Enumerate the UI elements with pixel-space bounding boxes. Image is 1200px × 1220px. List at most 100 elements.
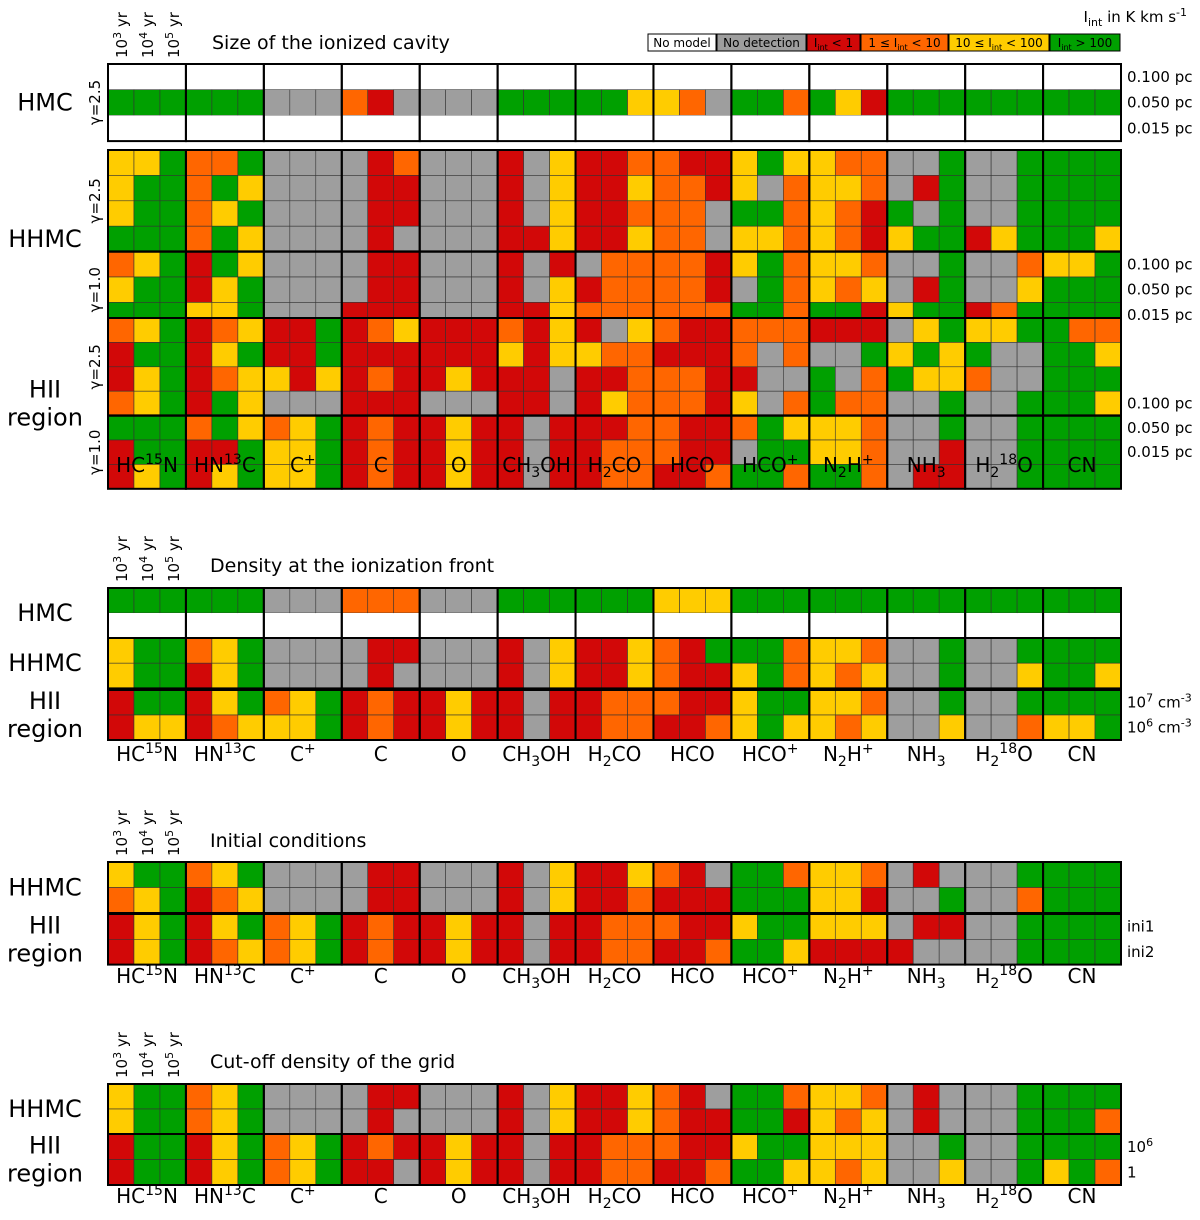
heatmap-cell — [912, 887, 940, 914]
heatmap-cell — [211, 115, 238, 142]
heatmap-cell — [315, 64, 342, 90]
block-border — [1042, 637, 1122, 690]
heatmap-cell — [419, 637, 446, 664]
heatmap-cell — [523, 342, 550, 368]
heatmap-cell — [809, 1108, 836, 1135]
heatmap-cell — [887, 613, 914, 638]
heatmap-cell — [445, 390, 472, 416]
heatmap-cell — [393, 464, 420, 490]
heatmap-cell — [237, 1133, 265, 1160]
heatmap-cell — [107, 317, 135, 343]
heatmap-cell — [938, 1133, 966, 1160]
heatmap-cell — [523, 861, 550, 888]
heatmap-cell — [860, 938, 888, 965]
heatmap-cell — [523, 1108, 550, 1135]
heatmap-cell — [523, 251, 550, 278]
block-border — [1042, 689, 1122, 741]
heatmap-cell — [497, 200, 524, 227]
group-hhmc: HHMC — [8, 637, 1122, 690]
heatmap-cell — [965, 64, 992, 90]
heatmap-cell — [575, 89, 602, 116]
molecule-label-hc15n: HC15N — [116, 452, 178, 477]
heatmap-cell — [731, 342, 758, 368]
heatmap-cell — [445, 115, 472, 142]
heatmap-cell — [860, 662, 888, 689]
heatmap-cell — [107, 390, 135, 416]
heatmap-cell — [315, 251, 343, 278]
heatmap-cell — [912, 1159, 940, 1186]
heatmap-cell — [705, 1133, 732, 1160]
heatmap-cell — [1068, 1159, 1096, 1186]
heatmap-cell — [523, 662, 550, 689]
heatmap-cell — [601, 64, 628, 90]
heatmap-cell — [913, 64, 940, 90]
heatmap-cell — [289, 317, 317, 343]
heatmap-cell — [523, 464, 550, 490]
heatmap-cell — [237, 276, 265, 303]
heatmap-cell — [575, 225, 602, 252]
heatmap-cell — [133, 689, 161, 716]
heatmap-cell — [497, 637, 524, 664]
heatmap-cell — [1094, 251, 1122, 278]
heatmap-cell — [341, 64, 368, 90]
row-label: 0.050 pc — [1127, 281, 1192, 299]
heatmap-cell — [990, 637, 1018, 664]
heatmap-cell — [938, 342, 966, 368]
heatmap-cell — [601, 1083, 628, 1110]
heatmap-cell — [523, 175, 550, 202]
heatmap-cell — [886, 1133, 914, 1160]
heatmap-cell — [185, 317, 213, 343]
heatmap-cell — [705, 276, 732, 303]
heatmap-cell — [990, 1133, 1018, 1160]
heatmap-cell — [1094, 149, 1122, 176]
heatmap-cell — [523, 637, 550, 664]
heatmap-cell — [237, 89, 265, 116]
heatmap-cell — [211, 587, 239, 614]
heatmap-cell — [783, 1133, 810, 1160]
heatmap-cell — [393, 89, 420, 116]
heatmap-cell — [938, 662, 966, 689]
heatmap-cell — [419, 390, 446, 416]
heatmap-cell — [912, 225, 940, 252]
heatmap-cell — [471, 689, 498, 716]
heatmap-cell — [860, 714, 888, 741]
heatmap-cell — [211, 714, 239, 741]
molecule-label-nh3: NH3​ — [907, 453, 946, 481]
heatmap-cell — [653, 64, 680, 90]
heatmap-cell — [886, 1108, 914, 1135]
heatmap-cell — [237, 861, 265, 888]
heatmap-cell — [731, 714, 758, 741]
heatmap-cell — [653, 613, 680, 638]
heatmap-cell — [471, 1083, 498, 1110]
heatmap-cell — [757, 1083, 784, 1110]
heatmap-cell — [990, 938, 1018, 965]
heatmap-cell — [912, 342, 940, 368]
heatmap-cell — [497, 689, 524, 716]
heatmap-cell — [471, 366, 498, 392]
row-label: 107 cm-3​ — [1127, 692, 1192, 712]
heatmap-cell — [679, 587, 706, 614]
heatmap-cell — [445, 225, 472, 252]
heatmap-cell — [133, 662, 161, 689]
heatmap-cell — [211, 662, 239, 689]
heatmap-cell — [107, 1083, 135, 1110]
heatmap-cell — [964, 1159, 992, 1186]
heatmap-cell — [419, 89, 446, 116]
row-label: 106 cm-3​ — [1127, 717, 1192, 737]
heatmap-cell — [133, 366, 161, 392]
heatmap-cell — [341, 175, 369, 202]
heatmap-cell — [860, 1083, 888, 1110]
heatmap-cell — [809, 175, 836, 202]
heatmap-cell — [627, 938, 654, 965]
heatmap-cell — [1095, 115, 1121, 142]
group-label: HHMC — [8, 649, 82, 677]
heatmap-cell — [393, 714, 420, 741]
heatmap-cell — [159, 913, 187, 940]
heatmap-cell — [653, 887, 680, 914]
heatmap-cell — [549, 415, 576, 441]
heatmap-cell — [185, 1133, 213, 1160]
heatmap-cell — [107, 175, 135, 202]
heatmap-cell — [990, 439, 1018, 465]
heatmap-cell — [497, 89, 524, 116]
heatmap-cell — [133, 587, 161, 614]
